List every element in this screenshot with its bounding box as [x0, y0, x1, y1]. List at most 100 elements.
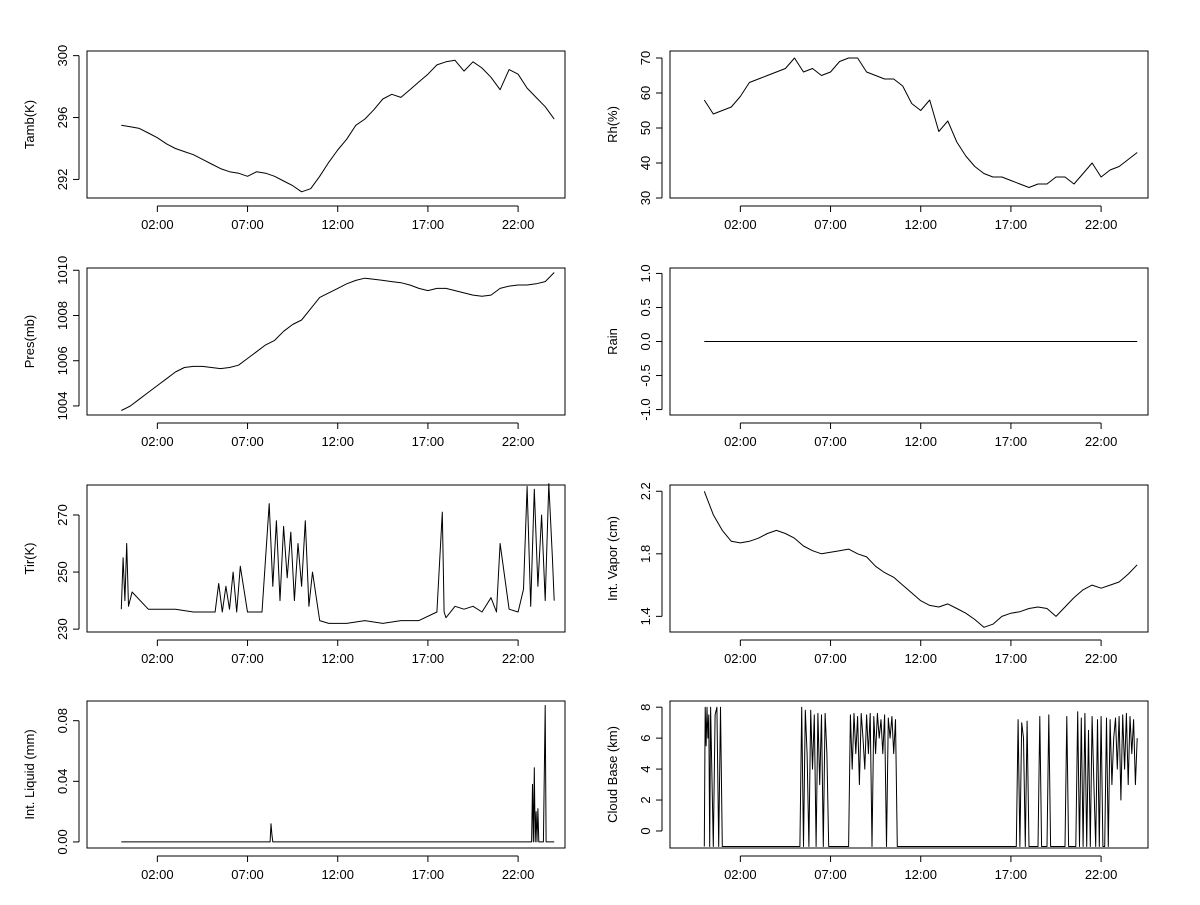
panel-5-y-tick-label: 230	[55, 618, 70, 640]
panel-1-x-tick-label: 12:00	[321, 217, 354, 232]
panel-6-y-tick-label: 1.4	[638, 607, 653, 625]
panel-4-y-tick-label: -0.5	[638, 364, 653, 386]
panel-2: 02:00 07:00 12:00 17:00 22:00 30 40 50 60 70 Rh(%)	[605, 50, 1149, 232]
panel-6-x-tick-label: 17:00	[995, 651, 1028, 666]
panel-4-y-axis-label: Rain	[605, 328, 620, 355]
panel-5-x-tick-label: 07:00	[231, 651, 264, 666]
panel-6-y-axis-label: Int. Vapor (cm)	[605, 516, 620, 601]
panel-4-x-tick-label: 07:00	[814, 434, 847, 449]
panel-8-y-tick-label: 4	[638, 765, 653, 772]
panel-8-x-tick-label: 02:00	[724, 867, 757, 882]
panel-1-x-tick-label: 22:00	[502, 217, 535, 232]
panel-5-y-tick-label: 250	[55, 561, 70, 583]
panel-8-series-line	[703, 706, 1138, 847]
panel-4-y-tick-label: 1.0	[638, 264, 653, 282]
panel-4-y-tick-label: 0.5	[638, 298, 653, 316]
panel-1-x-tick-label: 02:00	[141, 217, 174, 232]
panel-6-x-tick-label: 07:00	[814, 651, 847, 666]
panel-5-y-tick-label: 270	[55, 504, 70, 526]
panel-5-x-tick-label: 17:00	[412, 651, 445, 666]
panel-4-x-tick-label: 22:00	[1085, 434, 1118, 449]
panel-3-x-tick-label: 17:00	[412, 434, 445, 449]
panel-3-x-tick-label: 12:00	[321, 434, 354, 449]
panel-4-y-tick-label: 0.0	[638, 332, 653, 350]
panel-8-x-tick-label: 07:00	[814, 867, 847, 882]
panel-3-series-line	[121, 272, 555, 411]
panel-2-series-line	[703, 57, 1138, 188]
panel-6-x-tick-label: 22:00	[1085, 651, 1118, 666]
panel-2-y-axis-label: Rh(%)	[605, 106, 620, 143]
panel-6-frame	[669, 484, 1149, 633]
panel-2-y-tick-label: 30	[638, 191, 653, 205]
panel-8-x-tick-label: 12:00	[904, 867, 937, 882]
panel-7-y-tick-label: 0.04	[55, 769, 70, 794]
panel-7-x-tick-label: 12:00	[321, 867, 354, 882]
panel-3-y-tick-label: 1004	[55, 391, 70, 420]
panel-2-x-tick-label: 22:00	[1085, 217, 1118, 232]
panel-4: 02:00 07:00 12:00 17:00 22:00 -1.0 -0.5 0.0 0.5 1…	[605, 264, 1149, 449]
panel-7-y-tick-label: 0.08	[55, 708, 70, 733]
panel-3-y-axis-label: Pres(mb)	[22, 315, 37, 368]
panel-6-x-tick-label: 12:00	[904, 651, 937, 666]
panel-3-x-tick-label: 22:00	[502, 434, 535, 449]
panel-7-frame	[86, 700, 566, 849]
panel-8-y-tick-label: 6	[638, 735, 653, 742]
panel-2-x-tick-label: 12:00	[904, 217, 937, 232]
panel-1-series-line	[121, 59, 555, 193]
panel-3-y-tick-label: 1010	[55, 256, 70, 285]
panel-4-frame	[669, 267, 1149, 416]
panel-5-x-tick-label: 12:00	[321, 651, 354, 666]
panel-8-x-tick-label: 22:00	[1085, 867, 1118, 882]
panel-2-x-tick-label: 17:00	[995, 217, 1028, 232]
panel-8-frame	[669, 700, 1149, 849]
panel-7-x-tick-label: 22:00	[502, 867, 535, 882]
panel-8-y-tick-label: 2	[638, 796, 653, 803]
panel-3-x-tick-label: 07:00	[231, 434, 264, 449]
panel-6-y-tick-label: 2.2	[638, 482, 653, 500]
panel-6-x-tick-label: 02:00	[724, 651, 757, 666]
panel-4-x-tick-label: 02:00	[724, 434, 757, 449]
panel-8-y-axis-label: Cloud Base (km)	[605, 726, 620, 823]
panel-8-y-tick-label: 8	[638, 704, 653, 711]
panel-7-series-line	[121, 705, 555, 843]
panel-2-frame	[669, 50, 1149, 199]
panel-6-series-line	[703, 491, 1138, 628]
panel-1-y-tick-label: 296	[55, 107, 70, 129]
panel-2-y-tick-label: 40	[638, 156, 653, 170]
panel-5: 02:00 07:00 12:00 17:00 22:00 230 250 270 Tir(K)	[22, 483, 566, 666]
panel-7-x-tick-label: 17:00	[412, 867, 445, 882]
panel-5-frame	[86, 484, 566, 633]
panel-6-y-tick-label: 1.8	[638, 545, 653, 563]
panel-3: 02:00 07:00 12:00 17:00 22:00 1004 1006 1008 101…	[22, 256, 566, 449]
panel-3-frame	[86, 267, 566, 416]
panel-6: 02:00 07:00 12:00 17:00 22:00 1.4 1.8 2.2 Int. V…	[605, 482, 1149, 666]
panel-8-x-tick-label: 17:00	[995, 867, 1028, 882]
panel-7-y-axis-label: Int. Liquid (mm)	[22, 729, 37, 819]
panel-7: 02:00 07:00 12:00 17:00 22:00 0.00 0.04 0.08 Int…	[22, 700, 566, 882]
panel-1-x-tick-label: 07:00	[231, 217, 264, 232]
panel-4-y-tick-label: -1.0	[638, 398, 653, 420]
panel-7-x-tick-label: 02:00	[141, 867, 174, 882]
panel-1: 02:00 07:00 12:00 17:00 22:00 292 296 300 Tamb(K…	[22, 45, 566, 232]
panel-4-x-tick-label: 12:00	[904, 434, 937, 449]
panel-5-series-line	[120, 483, 555, 624]
panel-3-y-tick-label: 1006	[55, 346, 70, 375]
panel-2-x-tick-label: 07:00	[814, 217, 847, 232]
panel-5-x-tick-label: 02:00	[141, 651, 174, 666]
panel-1-y-axis-label: Tamb(K)	[22, 100, 37, 149]
panel-5-x-tick-label: 22:00	[502, 651, 535, 666]
panel-1-x-tick-label: 17:00	[412, 217, 445, 232]
panel-7-y-tick-label: 0.00	[55, 829, 70, 854]
panel-1-y-tick-label: 300	[55, 45, 70, 67]
panel-2-y-tick-label: 70	[638, 51, 653, 65]
panel-8-y-tick-label: 0	[638, 827, 653, 834]
panel-5-y-axis-label: Tir(K)	[22, 542, 37, 574]
panel-3-y-tick-label: 1008	[55, 301, 70, 330]
panel-4-x-tick-label: 17:00	[995, 434, 1028, 449]
panel-2-y-tick-label: 50	[638, 121, 653, 135]
panel-1-frame	[86, 50, 566, 199]
panel-1-y-tick-label: 292	[55, 169, 70, 191]
panel-3-x-tick-label: 02:00	[141, 434, 174, 449]
